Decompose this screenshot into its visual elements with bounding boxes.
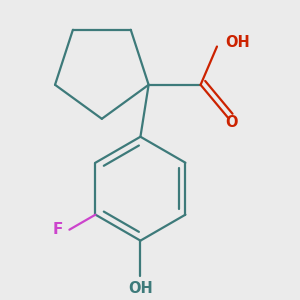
Text: O: O (225, 115, 237, 130)
Text: OH: OH (128, 281, 153, 296)
Text: F: F (52, 222, 63, 237)
Text: OH: OH (225, 35, 250, 50)
